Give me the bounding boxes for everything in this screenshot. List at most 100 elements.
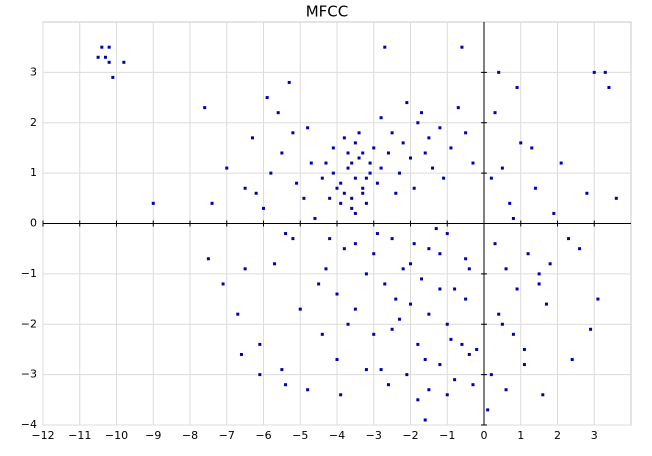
point [353,211,357,215]
point [504,267,508,271]
point [291,131,295,135]
point [383,282,387,286]
point [431,166,435,170]
x-tick-label: −11 [68,429,91,442]
point [537,272,541,276]
point [306,126,310,130]
point [262,206,265,210]
point [346,166,350,170]
point [375,181,379,185]
point [265,96,269,100]
point [313,216,317,220]
point [471,383,475,387]
point [464,297,468,301]
point [394,297,398,301]
point [449,146,453,150]
point [420,111,424,115]
point [405,101,409,105]
point [372,252,376,256]
point [324,267,328,271]
point [361,186,365,190]
y-tick-label: 3 [30,65,37,78]
point [342,136,346,140]
point [589,327,593,331]
x-tick-label: −2 [402,429,418,442]
point [320,176,324,180]
point [284,383,288,387]
point [445,322,449,326]
point [420,277,424,281]
point [368,161,372,165]
point [559,161,563,165]
point [258,373,262,377]
point [364,201,368,205]
point [603,70,607,74]
x-tick-label: −3 [366,429,382,442]
point [467,352,471,356]
x-tick-label: 2 [554,429,561,442]
point [416,398,420,402]
point [453,378,457,382]
y-tick-label: −1 [21,267,37,280]
y-tick-label: −3 [21,368,37,381]
point [508,201,512,205]
point [100,45,104,49]
point [328,196,332,200]
point [317,282,321,286]
point [460,45,464,49]
point [284,232,288,236]
point [276,111,280,115]
x-tick-label: −4 [329,429,345,442]
point [250,136,254,140]
point [361,151,365,155]
point [423,151,427,155]
point [273,262,277,266]
point [324,161,328,165]
point [423,358,427,362]
point [504,388,508,392]
point [449,337,453,341]
point [453,287,457,291]
point [379,116,383,120]
point [291,237,295,241]
point [493,111,497,115]
point [353,141,357,145]
point [320,332,324,336]
point [515,287,519,291]
point [409,156,412,160]
point [409,262,412,266]
point [375,232,379,236]
point [210,201,214,205]
point [511,332,515,336]
point [397,171,401,175]
point [464,131,468,135]
x-tick-label: −1 [439,429,455,442]
point [346,151,350,155]
point [519,141,523,145]
point [243,186,247,190]
point [350,206,354,210]
point [364,176,368,180]
x-tick-label: −6 [255,429,271,442]
point [489,373,493,377]
point [254,191,258,195]
point [225,166,229,170]
point [416,121,420,125]
point [467,267,471,271]
x-tick-label: −5 [292,429,308,442]
point [353,307,357,311]
point [361,191,365,195]
point [489,176,493,180]
point [434,227,438,231]
point [372,332,376,336]
point [221,282,225,286]
point [236,312,240,316]
point [368,171,372,175]
point [328,237,332,241]
point [412,186,416,190]
point [401,141,405,145]
point [295,181,299,185]
point [287,80,291,84]
point [306,388,310,392]
